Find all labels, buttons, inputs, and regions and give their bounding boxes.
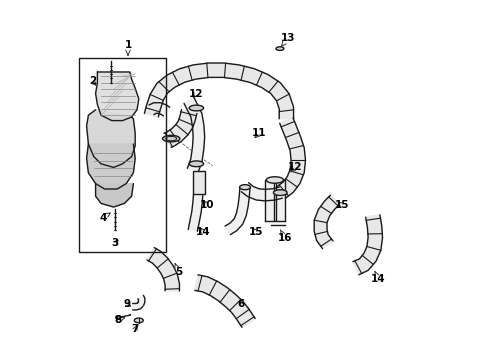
Text: 2: 2: [89, 76, 96, 86]
Text: 4: 4: [99, 213, 110, 223]
Polygon shape: [225, 187, 250, 235]
Bar: [79, 58, 166, 252]
Polygon shape: [133, 302, 143, 310]
Text: 7: 7: [131, 324, 139, 334]
Polygon shape: [145, 63, 294, 119]
Polygon shape: [184, 98, 205, 172]
Text: 3: 3: [112, 238, 119, 248]
Ellipse shape: [116, 316, 121, 319]
Ellipse shape: [240, 185, 250, 190]
Text: 13: 13: [281, 33, 295, 46]
Polygon shape: [87, 144, 135, 189]
Text: 12: 12: [288, 162, 303, 172]
Polygon shape: [265, 180, 274, 221]
Text: 12: 12: [189, 89, 204, 99]
Polygon shape: [96, 184, 133, 207]
Text: 10: 10: [200, 200, 215, 210]
Polygon shape: [314, 195, 340, 249]
Text: 1: 1: [124, 40, 132, 55]
Polygon shape: [147, 248, 179, 291]
Ellipse shape: [273, 190, 287, 195]
Text: 14: 14: [196, 227, 211, 237]
Text: 16: 16: [277, 230, 292, 243]
Ellipse shape: [266, 177, 284, 183]
Text: 9: 9: [123, 299, 131, 309]
Ellipse shape: [163, 135, 180, 142]
Text: 15: 15: [248, 227, 263, 237]
Polygon shape: [164, 110, 197, 148]
Polygon shape: [188, 194, 203, 231]
Polygon shape: [353, 215, 383, 275]
Ellipse shape: [189, 105, 204, 111]
Bar: [193, 171, 205, 194]
Text: 8: 8: [115, 315, 125, 325]
Ellipse shape: [189, 161, 204, 167]
Polygon shape: [96, 72, 139, 121]
Polygon shape: [195, 275, 255, 327]
Text: 14: 14: [371, 271, 386, 284]
Text: 6: 6: [238, 299, 245, 309]
Polygon shape: [242, 183, 282, 201]
Polygon shape: [138, 295, 145, 306]
Polygon shape: [276, 180, 285, 221]
Text: 11: 11: [252, 128, 267, 138]
Text: 15: 15: [335, 200, 349, 210]
Polygon shape: [149, 103, 170, 116]
Ellipse shape: [276, 47, 284, 50]
Ellipse shape: [134, 318, 143, 323]
Text: 5: 5: [175, 264, 182, 277]
Polygon shape: [277, 118, 305, 198]
Polygon shape: [87, 110, 135, 167]
